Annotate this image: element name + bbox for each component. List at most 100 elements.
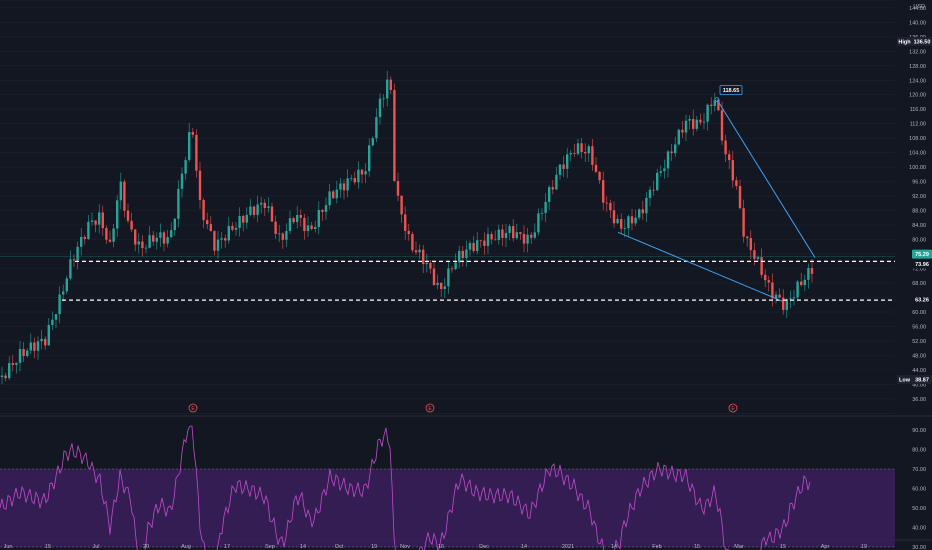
candle	[69, 250, 72, 281]
candle-body	[130, 220, 133, 230]
candle	[342, 179, 346, 200]
peak-marker: 118.65	[719, 85, 743, 96]
candle-body	[429, 262, 432, 269]
candle-body	[609, 202, 612, 211]
candle	[94, 220, 97, 233]
candle	[256, 195, 259, 223]
low-badge: Low 38.87	[897, 375, 932, 384]
candle	[738, 179, 742, 210]
candle-body	[173, 218, 176, 231]
candle	[98, 204, 101, 234]
candle	[332, 189, 335, 199]
candle	[270, 202, 274, 222]
candle	[58, 286, 61, 324]
candle	[148, 226, 151, 249]
candle-body	[332, 191, 335, 199]
candle-body	[324, 205, 328, 212]
candle-body	[753, 250, 756, 259]
candle	[576, 138, 580, 156]
candle	[152, 230, 155, 246]
candle	[767, 275, 770, 292]
candle-body	[436, 282, 439, 286]
candle-body	[371, 138, 374, 146]
candle-body	[191, 132, 194, 135]
candle-body	[94, 220, 97, 225]
candle	[90, 212, 94, 226]
candle-body	[134, 229, 137, 245]
candle	[789, 290, 792, 309]
candle	[688, 115, 691, 130]
candle	[371, 136, 374, 147]
candle-body	[778, 294, 781, 298]
candle-body	[422, 249, 425, 265]
candle-body	[350, 178, 353, 179]
candle	[389, 76, 392, 95]
low-badge-value: 38.87	[915, 378, 929, 384]
candle-body	[357, 169, 360, 183]
earnings-marker-circle	[728, 403, 738, 413]
candle	[191, 127, 194, 138]
candle	[166, 229, 169, 248]
candle-body	[58, 294, 61, 315]
rsi-axis: 90.00 80.00 70.00 60.00 50.00 40.00 30.00	[912, 428, 926, 550]
trendline-anchor	[714, 97, 720, 103]
candle	[242, 214, 245, 232]
price-tick-label: 124.00	[909, 78, 926, 84]
earnings-marker-label: E	[428, 406, 432, 412]
candle	[638, 208, 641, 220]
time-tick-label: 14	[521, 544, 527, 550]
time-tick-label: 20	[143, 544, 149, 550]
candle-body	[162, 232, 166, 244]
candle-body	[389, 79, 392, 90]
candle-body	[44, 338, 47, 346]
candle	[339, 177, 342, 198]
candle-body	[796, 281, 799, 298]
time-tick-label: Sep	[265, 544, 275, 550]
rsi-tick-label: 90.00	[912, 428, 926, 434]
candle-body	[630, 216, 634, 224]
candle-body	[4, 375, 7, 379]
candle-body	[18, 349, 22, 363]
candle	[450, 266, 454, 273]
candle	[566, 147, 569, 178]
trendlines: 118.65	[617, 85, 816, 302]
candle	[605, 196, 608, 212]
candle	[353, 171, 356, 185]
candle	[292, 216, 295, 225]
candle	[760, 248, 763, 278]
time-tick-label: 17	[224, 544, 230, 550]
candle-body	[108, 239, 112, 242]
candle	[724, 134, 727, 163]
candle-body	[569, 153, 572, 155]
candle-body	[688, 118, 691, 121]
candle-body	[648, 189, 652, 198]
candle	[530, 231, 533, 244]
candle	[666, 150, 670, 178]
candle	[710, 97, 713, 115]
candle-body	[494, 239, 497, 241]
candle-body	[256, 204, 259, 215]
price-tick-label: 72.00	[912, 267, 926, 273]
candle-body	[652, 189, 655, 191]
candle	[263, 199, 266, 217]
candle	[159, 223, 162, 247]
price-tick-label: 96.00	[912, 180, 926, 186]
candle-body	[738, 186, 742, 209]
price-tick-label: 108.00	[909, 136, 926, 142]
candle-body	[238, 215, 241, 228]
candle-body	[303, 217, 306, 232]
candle-body	[141, 241, 144, 249]
candle	[634, 209, 637, 227]
candle-body	[638, 209, 641, 218]
candle	[306, 216, 310, 237]
candle	[735, 176, 738, 190]
candle-body	[789, 298, 792, 300]
candle	[364, 163, 367, 183]
candle-body	[123, 181, 126, 211]
candle	[476, 232, 479, 255]
candle	[461, 246, 464, 267]
candle	[465, 240, 468, 267]
peak-marker-label: 118.65	[723, 88, 740, 94]
candle-body	[263, 202, 266, 208]
